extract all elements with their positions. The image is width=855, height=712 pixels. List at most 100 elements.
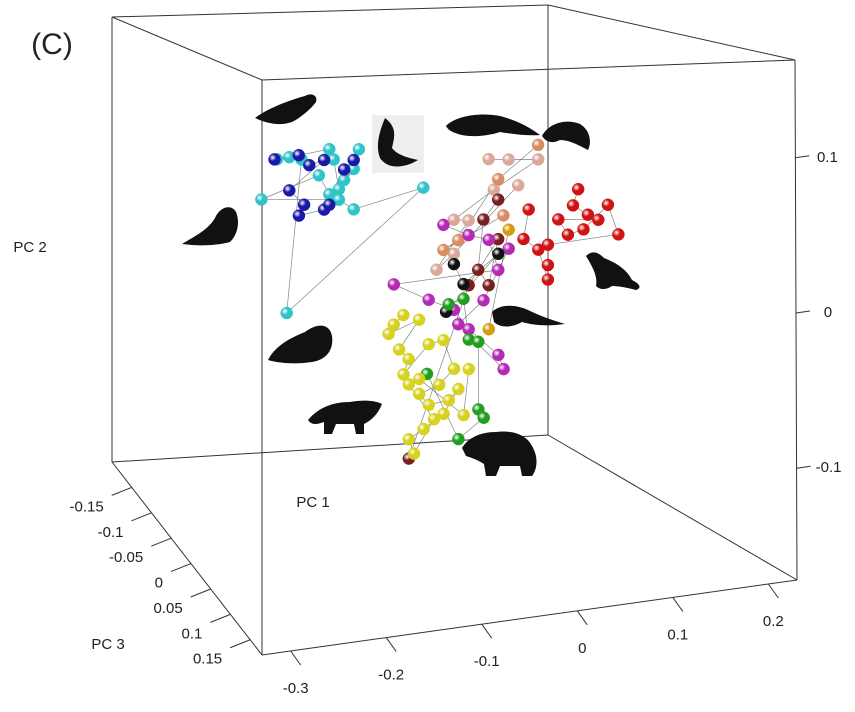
point [478,412,490,424]
point [483,153,495,165]
point [483,323,495,335]
x-tick-label: -0.3 [283,680,309,697]
point [255,194,267,206]
page: {"chart_data": {"type": "scatter3d", "pa… [0,0,855,712]
box-edge [112,5,548,17]
y-tick [795,156,809,158]
point [338,174,350,186]
point [492,173,504,185]
fox-icon [586,252,639,290]
x-tick [482,624,492,638]
point [437,244,449,256]
point [452,318,464,330]
point [532,153,544,165]
z-axis-title: PC 3 [91,636,124,653]
point [423,338,435,350]
box-edge [548,435,797,580]
z-tick [171,564,191,572]
z-tick [210,614,230,622]
point [443,394,455,406]
point [423,294,435,306]
point [503,224,515,236]
point [448,258,460,270]
point [431,264,443,276]
z-tick-label: -0.1 [98,524,124,541]
z-tick-label: 0.15 [193,651,222,668]
point [313,169,325,181]
civet-icon [542,122,590,150]
point [393,344,405,356]
point [472,264,484,276]
point [602,199,614,211]
point [298,199,310,211]
point [592,214,604,226]
chart: (C) PC 1 PC 2 PC 3 -0.3-0.2-0.100.10.2-0… [0,0,855,707]
y-tick-label: 0.1 [817,149,838,166]
point [418,423,430,435]
point [503,243,515,255]
point [582,209,594,221]
point [413,388,425,400]
y-tick-label: 0 [824,304,832,321]
z-tick [112,487,132,495]
point [403,353,415,365]
x-axis-title: PC 1 [296,494,329,511]
z-tick [191,589,211,597]
point [403,378,415,390]
point [318,154,330,166]
z-tick [230,640,250,648]
x-tick-label: -0.1 [474,653,500,670]
point [423,399,435,411]
x-tick [577,611,587,625]
point [348,154,360,166]
point [269,153,281,165]
point [458,409,470,421]
point [413,373,425,385]
z-tick [151,538,171,546]
point [323,199,335,211]
point [383,328,395,340]
z-tick-label: 0 [155,575,163,592]
point [448,363,460,375]
point [567,199,579,211]
point [388,278,400,290]
point [562,229,574,241]
point [477,214,489,226]
panel-label: (C) [31,28,73,61]
point [293,210,305,222]
point [492,194,504,206]
point [413,314,425,326]
point [452,234,464,246]
plot-area [255,139,624,465]
point [532,244,544,256]
point [523,204,535,216]
x-tick-label: 0.1 [667,626,688,643]
point [483,234,495,246]
point [283,184,295,196]
point [532,139,544,151]
point [303,159,315,171]
point [417,182,429,194]
point [463,229,475,241]
y-axis-title: PC 2 [13,239,46,256]
point [503,154,515,166]
x-tick [768,584,778,598]
cat-icon [308,401,382,434]
point [498,363,510,375]
y-tick [796,311,810,313]
point [463,214,475,226]
point [443,298,455,310]
point [492,264,504,276]
point [338,164,350,176]
box-edge [795,60,797,580]
point [497,209,509,221]
z-tick-label: 0.05 [153,600,182,617]
point [463,363,475,375]
x-tick-label: 0.2 [763,613,784,630]
point [293,149,305,161]
point [458,278,470,290]
point [437,219,449,231]
y-tick [797,466,811,468]
point [512,179,524,191]
x-tick [673,597,683,611]
